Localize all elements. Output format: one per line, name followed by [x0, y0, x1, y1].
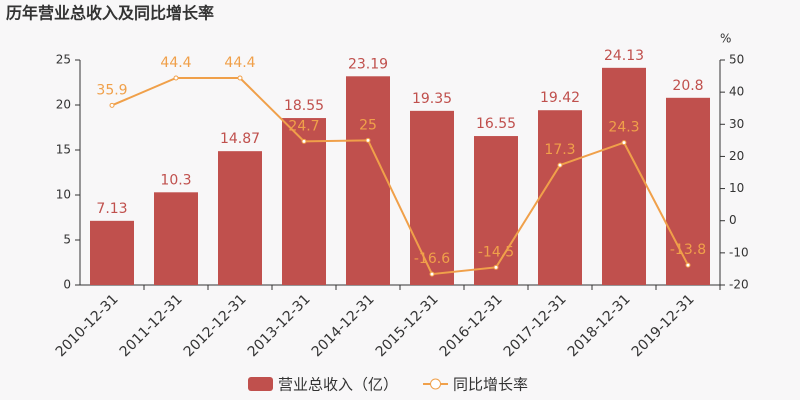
line-value-label: -14.5 — [478, 244, 514, 260]
line-point — [365, 137, 371, 143]
bar — [666, 97, 710, 285]
y-tick-label: 15 — [56, 143, 71, 157]
bar — [218, 151, 262, 285]
legend-swatch — [248, 377, 273, 391]
line-point — [301, 138, 307, 144]
y2-tick-label: 50 — [729, 53, 744, 67]
bar — [154, 192, 198, 285]
x-tick-label: 2016-12-31 — [437, 291, 506, 360]
x-tick-label: 2018-12-31 — [565, 291, 634, 360]
legend-label: 营业总收入（亿） — [278, 376, 398, 394]
y-tick-label: 0 — [63, 278, 71, 292]
bar-value-label: 23.19 — [348, 56, 388, 72]
line-point — [557, 162, 563, 168]
y-tick-label: 10 — [56, 188, 71, 202]
x-tick-label: 2015-12-31 — [373, 291, 442, 360]
bar-value-label: 18.55 — [284, 98, 324, 114]
line-value-label: 44.4 — [160, 55, 191, 71]
x-tick-label: 2019-12-31 — [629, 291, 698, 360]
y2-tick-label: 20 — [729, 149, 744, 163]
line-value-label: 25 — [359, 117, 377, 133]
bar-value-label: 20.8 — [672, 78, 703, 94]
y-tick-label: 5 — [63, 233, 71, 247]
y2-tick-label: -10 — [729, 245, 749, 259]
y2-axis-label: % — [720, 32, 731, 46]
legend-swatch — [430, 378, 442, 390]
line — [111, 77, 689, 276]
line-point — [621, 140, 627, 146]
line-value-label: 35.9 — [96, 82, 127, 98]
bar — [90, 220, 134, 285]
bar-value-label: 14.87 — [220, 131, 260, 147]
line-value-label: 24.3 — [608, 120, 639, 136]
line-value-label: 44.4 — [224, 55, 255, 71]
line-value-label: 17.3 — [544, 142, 575, 158]
y-tick-label: 25 — [56, 53, 71, 67]
y2-tick-label: -20 — [729, 278, 749, 292]
y2-tick-label: 0 — [729, 213, 737, 227]
bar — [538, 110, 582, 285]
line-point — [685, 262, 691, 268]
x-tick-label: 2011-12-31 — [117, 291, 186, 360]
line-point — [237, 75, 243, 81]
bar — [474, 136, 518, 285]
chart-title: 历年营业总收入及同比增长率 — [6, 4, 214, 23]
line-point — [429, 271, 435, 277]
x-tick-label: 2014-12-31 — [309, 291, 378, 360]
line-value-label: -13.8 — [670, 242, 706, 258]
bar-value-label: 16.55 — [476, 116, 516, 132]
line-point — [109, 102, 115, 108]
y2-tick-label: 10 — [729, 181, 744, 195]
bar-value-label: 19.42 — [540, 90, 580, 106]
bar — [282, 118, 326, 285]
line-point — [493, 264, 499, 270]
x-tick-label: 2012-12-31 — [181, 291, 250, 360]
x-tick-label: 2010-12-31 — [53, 291, 122, 360]
y-tick-label: 20 — [56, 98, 71, 112]
bar-value-label: 7.13 — [96, 201, 127, 217]
line-point — [173, 75, 179, 81]
legend-label: 同比增长率 — [453, 376, 528, 394]
line-value-label: 24.7 — [288, 118, 319, 134]
bar — [602, 67, 646, 285]
x-tick-label: 2013-12-31 — [245, 291, 314, 360]
x-tick-label: 2017-12-31 — [501, 291, 570, 360]
bar-value-label: 24.13 — [604, 48, 644, 64]
line-value-label: -16.6 — [414, 251, 450, 267]
y2-tick-label: 30 — [729, 117, 744, 131]
bar-value-label: 19.35 — [412, 91, 452, 107]
bar — [410, 110, 454, 285]
bar-value-label: 10.3 — [160, 172, 191, 188]
y2-tick-label: 40 — [729, 85, 744, 99]
bar — [346, 76, 390, 285]
